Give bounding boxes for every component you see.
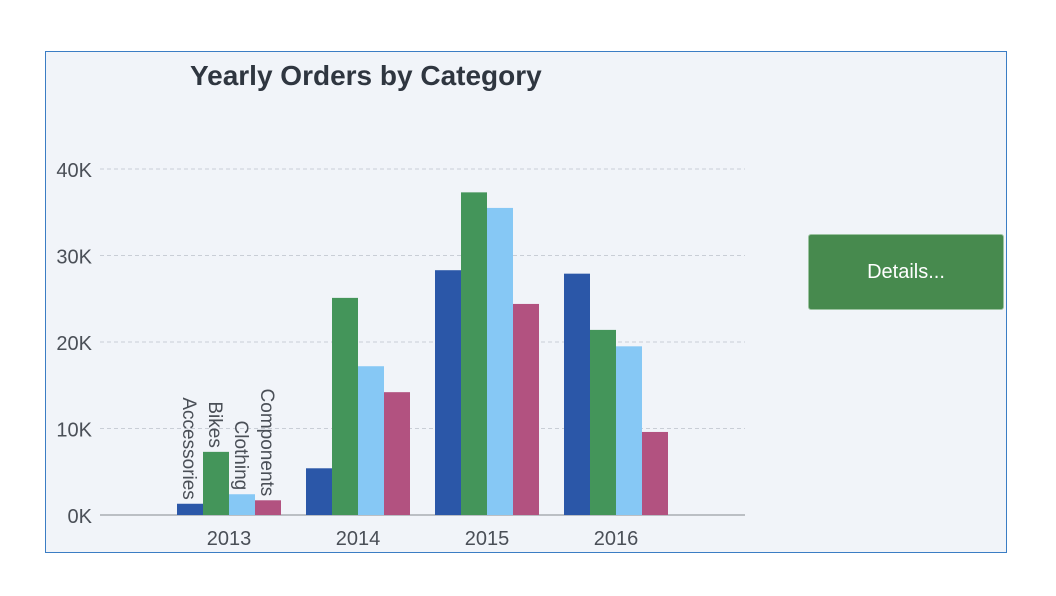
y-tick-label: 10K	[56, 420, 92, 442]
y-tick-label: 30K	[56, 247, 92, 269]
chart-title: Yearly Orders by Category	[190, 60, 542, 91]
bar-accessories-2013	[177, 503, 203, 515]
bar-clothing-2014	[358, 366, 384, 515]
x-tick-label: 2015	[465, 528, 510, 550]
bar-accessories-2015	[435, 270, 461, 515]
bar-components-2014	[384, 392, 410, 515]
bar-bikes-2015	[461, 192, 487, 516]
bar-clothing-2015	[487, 207, 513, 516]
bar-components-2016	[642, 431, 668, 515]
series-label-accessories: Accessories	[178, 397, 199, 499]
bar-components-2015	[513, 303, 539, 515]
bar-components-2013	[255, 500, 281, 515]
bar-clothing-2016	[616, 346, 642, 515]
bar-accessories-2016	[564, 273, 590, 515]
bar-clothing-2013	[229, 494, 255, 515]
x-tick-label: 2013	[207, 528, 252, 550]
x-tick-label: 2014	[336, 528, 381, 550]
y-tick-label: 0K	[68, 506, 93, 528]
series-label-bikes: Bikes	[204, 401, 225, 447]
x-tick-label: 2016	[594, 528, 639, 550]
bar-bikes-2016	[590, 329, 616, 515]
details-button[interactable]: Details...	[808, 234, 1004, 310]
bar-accessories-2014	[306, 468, 332, 515]
bar-bikes-2013	[203, 451, 229, 515]
series-label-clothing: Clothing	[230, 421, 251, 491]
series-label-components: Components	[256, 389, 277, 497]
y-tick-label: 20K	[56, 333, 92, 355]
y-tick-label: 40K	[56, 160, 92, 182]
bar-bikes-2014	[332, 297, 358, 515]
